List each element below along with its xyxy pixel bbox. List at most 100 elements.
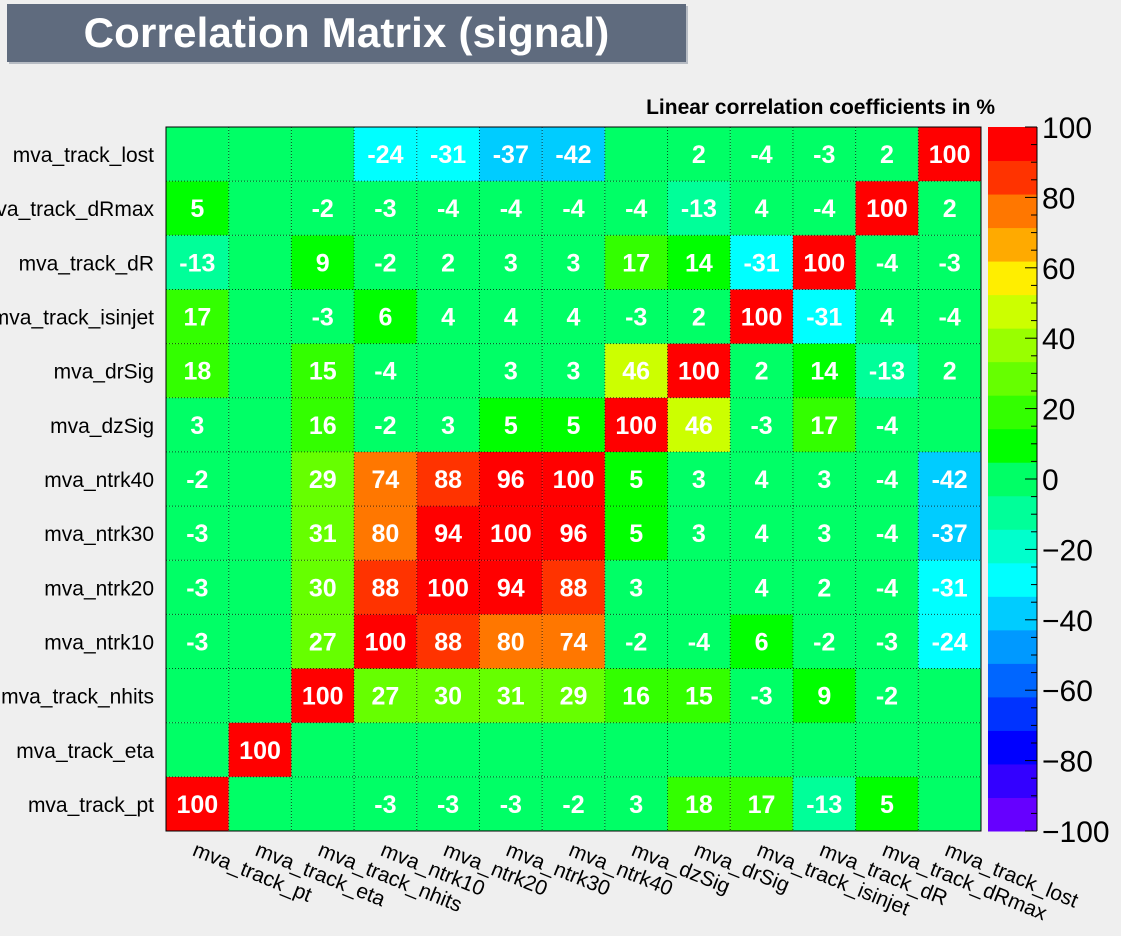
y-tick-label-mva_track_pt: mva_track_pt [28,794,154,817]
cell-value-2-5: 31 [497,683,525,711]
heatmap-cell-11-5 [479,181,543,236]
heatmap-cell-11-3 [354,181,417,236]
heatmap-cell-5-4 [416,506,480,561]
heatmap-cell-6-9 [730,451,793,507]
heatmap-cell-0-3 [354,776,417,831]
heatmap-cell-7-6 [542,397,605,452]
heatmap-cell-3-7 [604,614,668,669]
cell-value-2-9: -3 [750,683,772,711]
cell-value-12-5: -37 [493,141,529,169]
color-scale-segment-7 [988,562,1037,597]
cell-value-9-10: -31 [806,304,842,332]
heatmap-grid [165,126,982,832]
heatmap-cell-11-4 [416,181,480,236]
heatmap-cell-8-9 [730,343,793,398]
heatmap-cell-1-8 [667,722,731,777]
cell-value-2-11: -2 [876,683,898,711]
heatmap-cell-7-11 [855,397,919,452]
heatmap-cell-5-7 [604,506,668,561]
cell-value-11-11: 100 [866,195,908,223]
color-scale: 100 80 60 40 20 0 −20 −40 −60 −80 −100 [988,112,1110,849]
heatmap-cell-9-8 [667,289,731,344]
chart-title: Correlation Matrix (signal) [83,9,610,56]
cell-value-8-11: -13 [869,358,905,386]
heatmap-cell-2-11 [855,668,919,723]
heatmap-cell-11-11 [855,181,919,236]
heatmap-cell-9-0 [166,289,229,344]
heatmap-cell-6-7 [604,451,668,507]
cell-value-4-10: 2 [817,574,831,602]
heatmap-cell-0-4 [416,776,480,831]
heatmap-cell-8-5 [479,343,543,398]
heatmap-cell-2-0 [166,668,229,723]
cell-value-9-7: -3 [625,304,647,332]
cell-value-9-12: -4 [939,304,961,332]
color-scale-segment-3 [988,696,1037,731]
cell-value-7-11: -4 [876,412,898,440]
cell-value-11-4: -4 [437,195,459,223]
heatmap-cell-10-2 [291,235,355,290]
heatmap-cell-1-10 [792,722,856,777]
heatmap-cell-7-4 [416,397,480,452]
heatmap-cell-11-12 [918,181,981,236]
cell-value-10-11: -4 [876,249,898,277]
cell-value-9-8: 2 [692,304,706,332]
cell-value-2-7: 16 [622,683,650,711]
heatmap-cell-10-10 [792,235,856,290]
heatmap-cell-5-1 [228,506,292,561]
heatmap-cell-5-0 [166,506,229,561]
cell-value-7-3: -2 [374,412,396,440]
heatmap-cell-10-6 [542,235,605,290]
y-tick-label-mva_drSig: mva_drSig [54,361,154,384]
cell-value-7-4: 3 [441,412,455,440]
heatmap-cell-1-1 [228,722,292,777]
cell-value-6-5: 96 [497,466,525,494]
heatmap-cell-12-3 [354,127,417,182]
heatmap-cell-2-5 [479,668,543,723]
cell-value-0-5: -3 [500,791,522,819]
heatmap-cell-2-9 [730,668,793,723]
heatmap-cell-10-7 [604,235,668,290]
color-scale-segment-15 [988,294,1037,329]
heatmap-cell-11-0 [166,181,229,236]
cell-value-4-3: 88 [372,574,400,602]
heatmap-cell-9-12 [918,289,981,344]
color-scale-segment-11 [988,428,1037,463]
heatmap-cell-4-2 [291,560,355,615]
heatmap-cell-4-1 [228,560,292,615]
cell-value-6-8: 3 [692,466,706,494]
heatmap-cell-6-10 [792,451,856,507]
heatmap-cell-1-6 [542,722,605,777]
cell-value-3-7: -2 [625,628,647,656]
cell-value-8-9: 2 [755,358,769,386]
heatmap-cell-8-1 [228,343,292,398]
heatmap-cell-7-2 [291,397,355,452]
heatmap-cell-6-1 [228,451,292,507]
heatmap-cell-11-7 [604,181,668,236]
heatmap-cell-3-11 [855,614,919,669]
heatmap-cell-4-8 [667,560,731,615]
heatmap-cell-5-5 [479,506,543,561]
heatmap-cell-6-0 [166,451,229,507]
heatmap-cell-12-7 [604,127,668,182]
cell-value-11-0: 5 [190,195,204,223]
cell-value-10-7: 17 [622,249,650,277]
heatmap-cell-4-11 [855,560,919,615]
heatmap-cell-11-2 [291,181,355,236]
cell-value-12-8: 2 [692,141,706,169]
cell-value-0-7: 3 [629,791,643,819]
heatmap-cell-3-3 [354,614,417,669]
heatmap-cell-4-6 [542,560,605,615]
heatmap-cell-9-4 [416,289,480,344]
cell-value-10-3: -2 [374,249,396,277]
cell-value-3-8: -4 [688,628,710,656]
cell-value-6-0: -2 [186,466,208,494]
color-scale-segment-19 [988,160,1037,195]
heatmap-cell-5-3 [354,506,417,561]
heatmap-cell-1-5 [479,722,543,777]
heatmap-cell-2-1 [228,668,292,723]
cell-value-10-10: 100 [803,249,845,277]
heatmap-cell-10-5 [479,235,543,290]
heatmap-cell-0-8 [667,776,731,831]
cell-value-4-7: 3 [629,574,643,602]
